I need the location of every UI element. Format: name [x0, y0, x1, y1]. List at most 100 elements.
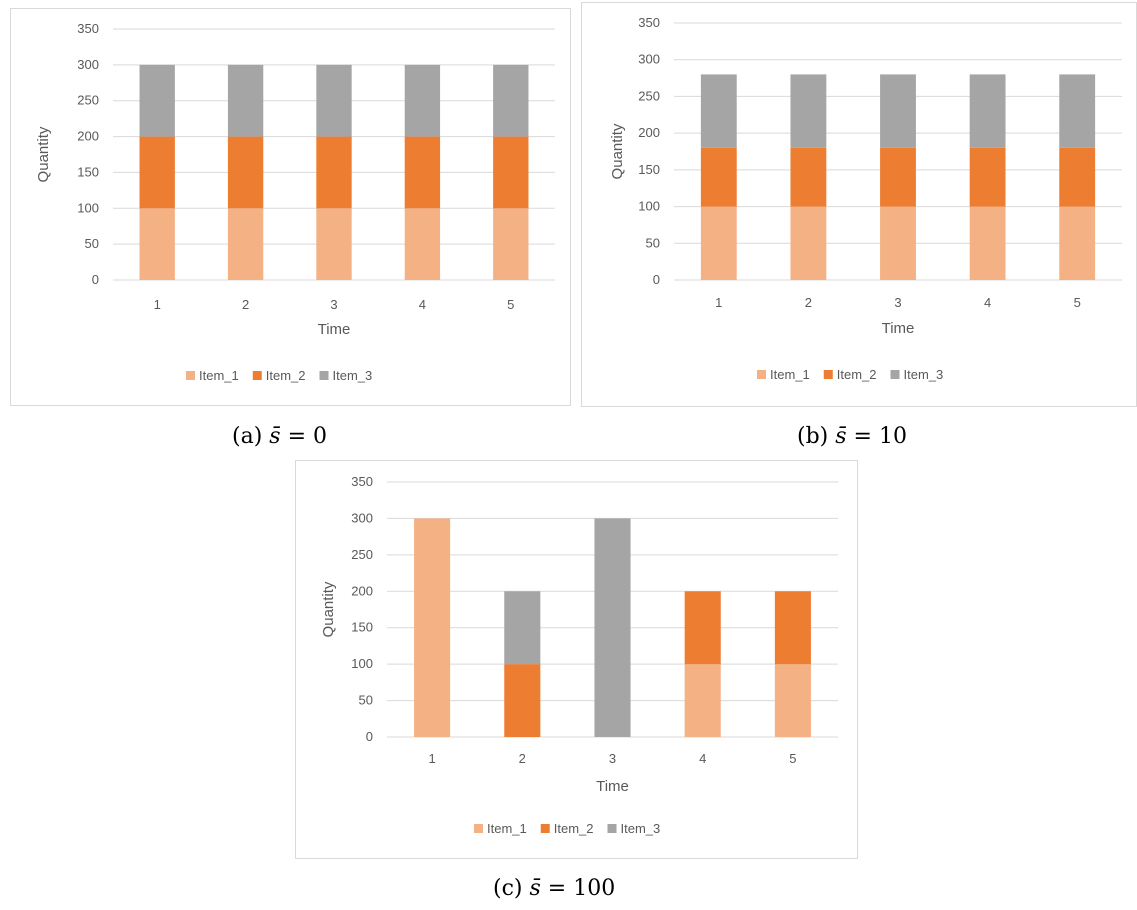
y-tick-label: 200 — [638, 125, 660, 140]
bar-segment-Item_3-2 — [227, 64, 264, 137]
bar-segment-Item_1-1 — [414, 518, 451, 737]
bar-segment-Item_3-1 — [700, 74, 737, 148]
y-tick-label: 250 — [77, 93, 99, 108]
bar-segment-Item_1-3 — [316, 208, 352, 280]
bar-segment-Item_3-4 — [404, 64, 441, 137]
bar-segment-Item_3-5 — [1059, 74, 1096, 148]
bar-segment-Item_2-5 — [493, 136, 529, 209]
bar-segment-Item_3-2 — [504, 591, 541, 665]
bar-segment-Item_1-2 — [790, 206, 827, 280]
x-tick-label: 2 — [519, 751, 526, 766]
y-tick-label: 350 — [638, 15, 660, 30]
y-tick-label: 50 — [646, 235, 660, 250]
legend-label-Item_2: Item_2 — [266, 368, 306, 383]
y-tick-label: 200 — [77, 129, 99, 144]
x-tick-label: 4 — [419, 297, 426, 312]
bar-segment-Item_2-4 — [684, 591, 721, 665]
legend-label-Item_3: Item_3 — [904, 367, 944, 382]
legend: Item_1 Item_2 Item_3 — [186, 368, 372, 383]
bar-segment-Item_2-4 — [969, 147, 1006, 207]
bar-segment-Item_1-1 — [700, 206, 737, 280]
chart-panel-b: 0 50 100 150 200 250 300 350 1 2 3 4 5 Time Quantity It… — [581, 2, 1137, 407]
x-tick-label: 2 — [242, 297, 249, 312]
y-tick-label: 50 — [359, 693, 373, 708]
y-tick-label: 300 — [77, 57, 99, 72]
y-tick-label: 300 — [351, 510, 373, 525]
y-tick-label: 150 — [351, 620, 373, 635]
legend-label-Item_1: Item_1 — [487, 821, 527, 836]
y-axis-title: Quantity — [320, 581, 337, 637]
legend-swatch-Item_1 — [474, 824, 483, 833]
stacked-bar-chart-a: 0 50 100 150 200 250 300 350 1 2 3 4 5 Time Quantity It… — [35, 21, 555, 383]
y-tick-label: 300 — [638, 52, 660, 67]
bar-segment-Item_2-2 — [790, 147, 827, 207]
bar-segment-Item_3-3 — [880, 74, 916, 148]
bar-segment-Item_2-1 — [700, 147, 737, 207]
y-tick-label: 100 — [351, 656, 373, 671]
x-tick-label: 1 — [715, 295, 722, 310]
stacked-bar-chart-b: 0 50 100 150 200 250 300 350 1 2 3 4 5 Time Quantity It… — [609, 15, 1122, 382]
caption-b: (b) s̄ = 10 — [797, 424, 907, 449]
y-tick-label: 0 — [653, 272, 660, 287]
legend-swatch-Item_1 — [186, 371, 195, 380]
y-tick-label: 200 — [351, 583, 373, 598]
bar-segment-Item_1-4 — [684, 664, 721, 737]
chart-panel-a: 0 50 100 150 200 250 300 350 1 2 3 4 5 Time Quantity It… — [10, 8, 571, 406]
legend-label-Item_1: Item_1 — [770, 367, 810, 382]
x-tick-label: 5 — [1074, 295, 1081, 310]
bar-segment-Item_3-3 — [316, 64, 352, 137]
bar-segment-Item_1-3 — [880, 206, 916, 280]
bar-segment-Item_1-1 — [139, 208, 175, 280]
y-tick-label: 50 — [85, 236, 99, 251]
x-tick-label: 5 — [507, 297, 514, 312]
bar-segment-Item_3-5 — [493, 64, 529, 137]
x-tick-label: 2 — [805, 295, 812, 310]
bar-segment-Item_2-4 — [404, 136, 441, 209]
caption-a: (a) s̄ = 0 — [232, 424, 328, 449]
legend-swatch-Item_2 — [540, 824, 550, 833]
legend-swatch-Item_3 — [890, 370, 900, 379]
bar-segment-Item_2-1 — [139, 136, 175, 209]
bar-segment-Item_3-2 — [790, 74, 827, 148]
bar-segment-Item_2-2 — [504, 664, 541, 737]
bar-segment-Item_1-5 — [774, 664, 811, 737]
legend-swatch-Item_1 — [757, 370, 766, 379]
x-tick-label: 4 — [699, 751, 706, 766]
caption-c: (c) s̄ = 100 — [493, 876, 616, 901]
bar-segment-Item_2-5 — [1059, 147, 1096, 207]
legend-label-Item_1: Item_1 — [199, 368, 239, 383]
x-tick-label: 1 — [428, 751, 435, 766]
stacked-bar-chart-c: 0 50 100 150 200 250 300 350 1 2 3 4 5 Time Quantity It… — [320, 474, 838, 836]
legend-label-Item_3: Item_3 — [621, 821, 661, 836]
y-tick-label: 350 — [351, 474, 373, 489]
legend-swatch-Item_3 — [319, 371, 329, 380]
y-tick-label: 0 — [366, 729, 373, 744]
x-tick-label: 3 — [894, 295, 901, 310]
bar-segment-Item_3-4 — [969, 74, 1006, 148]
x-tick-label: 4 — [984, 295, 991, 310]
bar-segment-Item_1-5 — [1059, 206, 1096, 280]
y-tick-label: 350 — [77, 21, 99, 36]
chart-panel-c: 0 50 100 150 200 250 300 350 1 2 3 4 5 Time Quantity It… — [295, 460, 858, 859]
y-tick-label: 100 — [638, 199, 660, 214]
y-axis-title: Quantity — [609, 123, 626, 179]
x-axis-title: Time — [318, 321, 351, 338]
legend-swatch-Item_3 — [607, 824, 617, 833]
legend-label-Item_3: Item_3 — [333, 368, 373, 383]
legend-label-Item_2: Item_2 — [554, 821, 594, 836]
legend: Item_1 Item_2 Item_3 — [757, 367, 943, 382]
bar-segment-Item_1-5 — [493, 208, 529, 280]
bar-segment-Item_2-2 — [227, 136, 264, 209]
bar-segment-Item_2-5 — [774, 591, 811, 665]
y-tick-label: 150 — [77, 164, 99, 179]
y-tick-label: 250 — [638, 88, 660, 103]
x-axis-title: Time — [882, 320, 915, 337]
legend-swatch-Item_2 — [823, 370, 833, 379]
y-tick-label: 150 — [638, 162, 660, 177]
bar-segment-Item_1-4 — [969, 206, 1006, 280]
y-tick-label: 100 — [77, 200, 99, 215]
bar-segment-Item_1-4 — [404, 208, 441, 280]
bar-segment-Item_2-3 — [880, 147, 916, 207]
legend-swatch-Item_2 — [252, 371, 262, 380]
bar-segment-Item_1-2 — [227, 208, 264, 280]
